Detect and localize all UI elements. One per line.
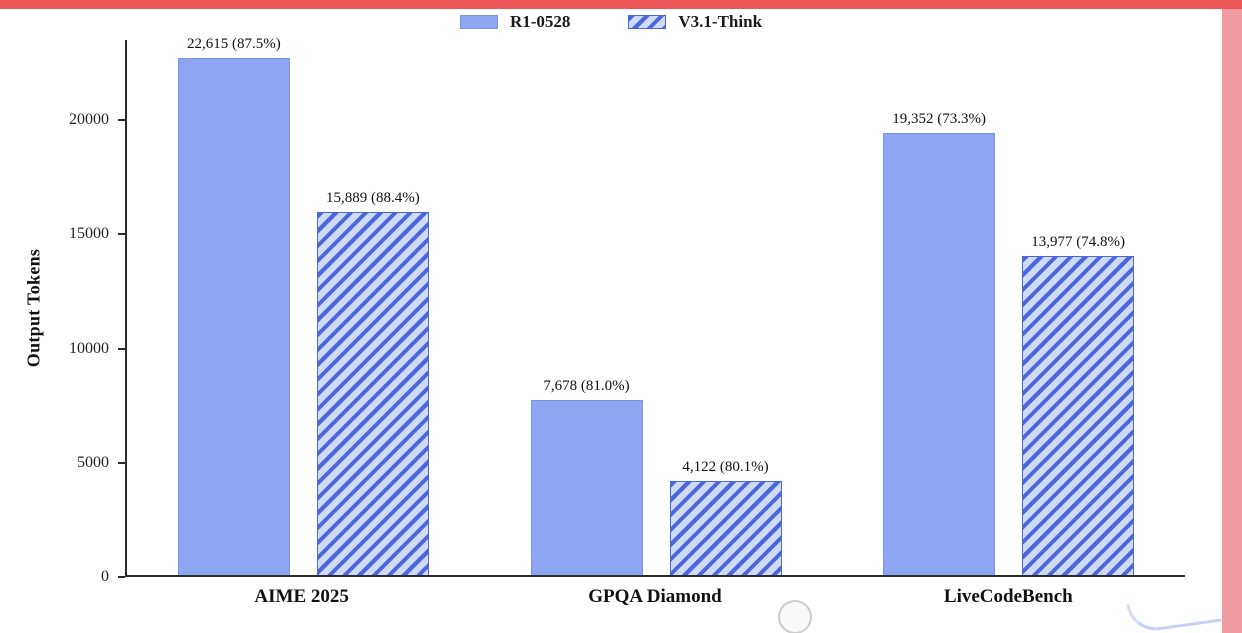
bar-group-gpqa-diamond: 7,678 (81.0%) 4,122 (80.1%) xyxy=(480,40,833,575)
bar-v3-1-think-aime-2025: 15,889 (88.4%) xyxy=(316,190,429,575)
x-axis-label-livecodebench: LiveCodeBench xyxy=(943,586,1073,607)
legend-label: V3.1-Think xyxy=(678,12,763,31)
y-tick-label: 10000 xyxy=(69,339,109,357)
plot-area: 22,615 (87.5%) 15,889 (88.4%) 7,678 (81.0%… xyxy=(125,36,1185,577)
bar-group-aime-2025: 22,615 (87.5%) 15,889 (88.4%) xyxy=(127,36,480,575)
y-tick-label: 20000 xyxy=(69,110,109,128)
bar-r1-0528-aime-2025: 22,615 (87.5%) xyxy=(177,36,290,575)
bar-value-label: 4,122 (80.1%) xyxy=(682,459,769,475)
x-axis-label-gpqa-diamond: GPQA Diamond xyxy=(588,586,722,607)
x-axis-labels: AIME 2025 GPQA Diamond LiveCodeBench xyxy=(125,586,1185,608)
legend-label: R1-0528 xyxy=(509,12,571,31)
bar-v3-1-think-livecodebench: 13,977 (74.8%) xyxy=(1022,234,1135,575)
bar-value-label: 22,615 (87.5%) xyxy=(186,36,281,52)
y-tick-label: 5000 xyxy=(77,453,109,471)
chart-legend: R1-0528 V3.1-Think xyxy=(0,12,1222,32)
bar-value-label: 13,977 (74.8%) xyxy=(1031,234,1126,250)
watermark-circle-icon xyxy=(778,600,812,633)
x-axis-label-aime-2025: AIME 2025 xyxy=(254,586,349,607)
bar-value-label: 15,889 (88.4%) xyxy=(325,190,420,206)
y-tick-mark xyxy=(118,347,125,350)
bar-r1-0528-gpqa-diamond: 7,678 (81.0%) xyxy=(530,378,643,575)
y-axis-ticks: 0 5000 10000 15000 20000 xyxy=(0,40,125,585)
y-tick-mark xyxy=(118,233,125,236)
y-tick-label: 15000 xyxy=(69,225,109,243)
bar-value-label: 19,352 (73.3%) xyxy=(892,111,987,127)
solid-swatch-icon xyxy=(459,15,498,29)
y-tick-mark xyxy=(118,576,125,578)
bar-r1-0528-livecodebench: 19,352 (73.3%) xyxy=(883,111,996,575)
bar-value-label: 7,678 (81.0%) xyxy=(543,378,630,394)
bar-v3-1-think-gpqa-diamond: 4,122 (80.1%) xyxy=(669,459,782,575)
y-tick-mark xyxy=(118,118,125,121)
hatched-swatch-icon xyxy=(628,15,667,29)
right-border-strip xyxy=(1222,0,1242,633)
legend-item-v3-1-think: V3.1-Think xyxy=(628,12,762,32)
legend-item-r1-0528: R1-0528 xyxy=(459,12,571,32)
top-border-strip xyxy=(0,0,1242,9)
y-tick-mark xyxy=(118,461,125,464)
bar-group-livecodebench: 19,352 (73.3%) 13,977 (74.8%) xyxy=(832,40,1185,575)
y-tick-label: 0 xyxy=(101,568,109,585)
